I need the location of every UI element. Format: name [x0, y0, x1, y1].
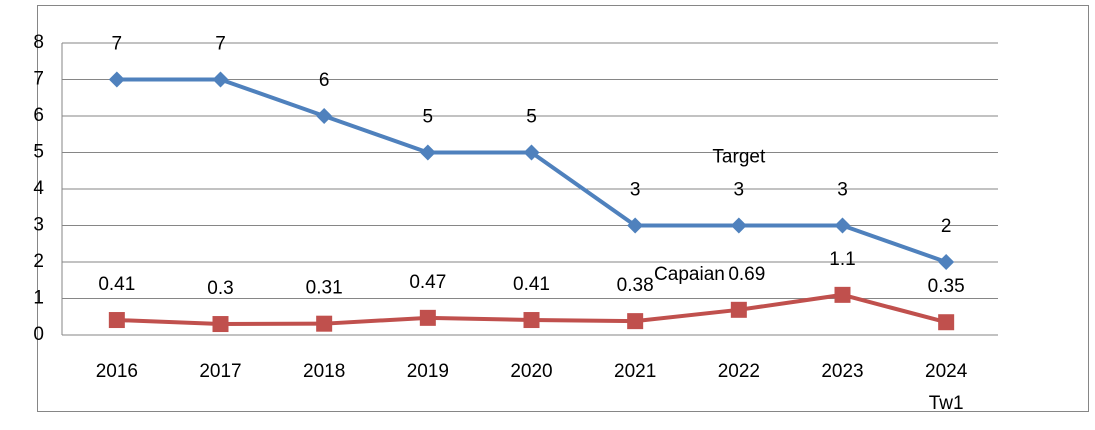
- y-tick-label: 5: [33, 142, 44, 163]
- marker: [730, 217, 747, 234]
- data-label: 7: [215, 34, 226, 55]
- marker: [419, 144, 436, 161]
- y-tick-label: 2: [33, 251, 44, 272]
- data-label: 5: [423, 107, 434, 128]
- y-tick-label: 4: [33, 178, 44, 199]
- data-label: 0.41: [98, 274, 135, 295]
- marker: [834, 286, 851, 303]
- marker: [419, 309, 436, 326]
- x-tick-label: 2018: [303, 361, 345, 382]
- marker: [730, 301, 747, 318]
- marker: [108, 71, 125, 88]
- chart-border: [37, 5, 1089, 412]
- y-tick-label: 6: [33, 105, 44, 126]
- marker: [523, 312, 540, 329]
- data-label: 3: [734, 180, 745, 201]
- data-label: 0.3: [207, 278, 233, 299]
- data-label: 0.41: [513, 274, 550, 295]
- data-label: 1.1: [829, 249, 855, 270]
- y-tick-label: 8: [33, 32, 44, 53]
- data-label: 0.31: [306, 278, 343, 299]
- data-label: 0.47: [409, 272, 446, 293]
- series-label: Target: [712, 147, 766, 168]
- data-label: 7: [112, 34, 123, 55]
- data-label: 6: [319, 70, 330, 91]
- x-tick-label: 2016: [96, 361, 138, 382]
- data-label: 0.35: [928, 276, 965, 297]
- marker: [938, 254, 955, 270]
- marker: [834, 217, 851, 234]
- x-tick-label: 2021: [614, 361, 656, 382]
- data-label: 3: [630, 180, 641, 201]
- series-label: Capaian: [654, 264, 725, 285]
- y-tick-label: 1: [33, 288, 44, 309]
- x-tick-label: 2019: [407, 361, 449, 382]
- marker: [938, 314, 955, 331]
- marker: [523, 144, 540, 161]
- x-tick-label: 2022: [718, 361, 760, 382]
- marker: [627, 217, 644, 234]
- marker: [212, 71, 229, 88]
- marker: [108, 312, 125, 329]
- x-tick-label: 2024 Tw1: [925, 361, 968, 414]
- marker: [627, 313, 644, 330]
- data-label: 3: [837, 180, 848, 201]
- marker: [316, 108, 333, 124]
- x-tick-label: 2023: [821, 361, 863, 382]
- marker: [316, 315, 333, 332]
- y-tick-label: 0: [33, 324, 44, 345]
- data-label: 2: [941, 216, 952, 237]
- data-label: 0.38: [617, 275, 654, 296]
- x-tick-label: 2020: [510, 361, 552, 382]
- y-tick-label: 7: [33, 69, 44, 90]
- y-tick-label: 3: [33, 215, 44, 236]
- data-label: 0.69: [728, 264, 765, 285]
- x-tick-label: 2017: [199, 361, 241, 382]
- data-label: 5: [526, 107, 537, 128]
- marker: [212, 316, 229, 333]
